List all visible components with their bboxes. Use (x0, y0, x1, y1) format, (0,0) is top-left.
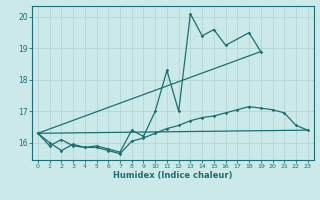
X-axis label: Humidex (Indice chaleur): Humidex (Indice chaleur) (113, 171, 233, 180)
